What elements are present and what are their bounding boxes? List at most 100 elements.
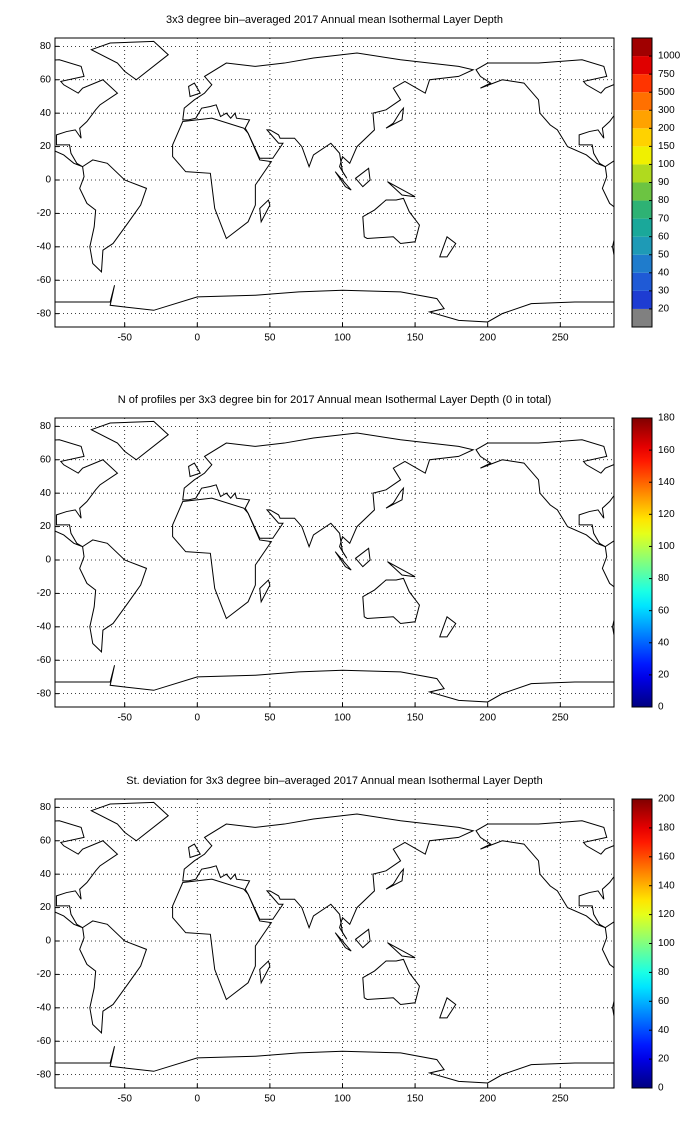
x-tick-label: 200 <box>479 713 496 724</box>
colorbar-segment <box>632 74 652 93</box>
y-tick-label: 60 <box>40 454 52 465</box>
axes-frame <box>54 798 615 1089</box>
y-tick-label: -40 <box>37 241 52 252</box>
colorbar: 20 30 40 50 60 70 80 90 100 150 200 300 500 750 1000 <box>631 37 681 328</box>
y-tick-label: -60 <box>37 655 52 666</box>
colorbar-tick-label: 60 <box>658 231 670 242</box>
map-panel: St. deviation for 3x3 degree bin–average… <box>37 775 676 1105</box>
colorbar-tick-label: 140 <box>658 880 675 891</box>
colorbar-tick-label: 20 <box>658 304 670 315</box>
y-tick-label: 0 <box>45 555 51 566</box>
colorbar-tick-label: 100 <box>658 938 675 949</box>
colorbar-tick-label: 40 <box>658 1025 670 1036</box>
colorbar-segment <box>632 146 652 165</box>
colorbar-segment <box>632 290 652 309</box>
x-tick-label: 150 <box>407 1094 424 1105</box>
x-tick-label: 100 <box>334 333 351 344</box>
x-tick-label: 0 <box>195 1094 201 1105</box>
colorbar-segment <box>632 254 652 273</box>
colorbar-tick-label: 60 <box>658 996 670 1007</box>
coastline <box>55 801 170 1034</box>
colorbar-segment <box>632 308 652 327</box>
colorbar-tick-label: 150 <box>658 141 675 152</box>
y-tick-label: 20 <box>40 521 52 532</box>
colorbar-segment <box>632 218 652 237</box>
colorbar-tick-label: 60 <box>658 605 670 616</box>
x-tick-label: 0 <box>195 713 201 724</box>
y-tick-label: 80 <box>40 421 52 432</box>
colorbar-tick-label: 0 <box>658 1083 664 1094</box>
map-panel: 3x3 degree bin–averaged 2017 Annual mean… <box>37 14 681 344</box>
coastline <box>55 420 170 653</box>
colorbar-tick-label: 50 <box>658 249 670 260</box>
y-tick-label: -80 <box>37 308 52 319</box>
panel-title: N of profiles per 3x3 degree bin for 201… <box>118 394 552 406</box>
y-tick-label: -20 <box>37 208 52 219</box>
y-tick-label: -60 <box>37 1036 52 1047</box>
colorbar-tick-label: 500 <box>658 87 675 98</box>
x-tick-label: 50 <box>264 1094 276 1105</box>
axes-frame <box>54 417 615 708</box>
x-tick-label: 100 <box>334 1094 351 1105</box>
x-tick-label: 250 <box>552 713 569 724</box>
x-tick-label: 200 <box>479 1094 496 1105</box>
colorbar-tick-label: 750 <box>658 69 675 80</box>
colorbar-tick-label: 100 <box>658 159 675 170</box>
colorbar-segment <box>632 110 652 129</box>
y-tick-label: -80 <box>37 688 52 699</box>
colorbar-segment <box>632 38 652 57</box>
x-tick-label: -50 <box>117 713 132 724</box>
colorbar-segment <box>632 272 652 291</box>
colorbar-tick-label: 90 <box>658 177 670 188</box>
y-tick-label: 0 <box>45 936 51 947</box>
y-tick-label: 80 <box>40 41 52 52</box>
colorbar-tick-label: 120 <box>658 909 675 920</box>
y-tick-label: 40 <box>40 488 52 499</box>
y-tick-label: -20 <box>37 969 52 980</box>
colorbar-frame <box>631 417 653 708</box>
colorbar-tick-label: 120 <box>658 509 675 520</box>
colorbar-tick-label: 160 <box>658 445 675 456</box>
colorbar-tick-label: 80 <box>658 967 670 978</box>
x-tick-label: 200 <box>479 333 496 344</box>
colorbar-tick-label: 40 <box>658 267 670 278</box>
x-tick-label: 100 <box>334 713 351 724</box>
y-tick-label: 60 <box>40 74 52 85</box>
panel-title: 3x3 degree bin–averaged 2017 Annual mean… <box>166 14 503 26</box>
colorbar-tick-label: 180 <box>658 823 675 834</box>
colorbar-segment <box>632 56 652 75</box>
x-tick-label: -50 <box>117 1094 132 1105</box>
colorbar-tick-label: 20 <box>658 670 670 681</box>
colorbar: 0 20 40 60 80 100 120 140 160 180 200 <box>631 794 675 1094</box>
x-tick-label: -50 <box>117 333 132 344</box>
coastline <box>55 40 170 273</box>
colorbar-segment <box>632 164 652 183</box>
y-tick-label: -80 <box>37 1069 52 1080</box>
colorbar-segment <box>632 200 652 219</box>
colorbar-tick-label: 80 <box>658 195 670 206</box>
colorbar-tick-label: 300 <box>658 105 675 116</box>
x-tick-label: 250 <box>552 333 569 344</box>
colorbar-gradient <box>632 799 652 1088</box>
colorbar-tick-label: 100 <box>658 541 675 552</box>
colorbar-segment <box>632 182 652 201</box>
colorbar-tick-label: 1000 <box>658 51 681 62</box>
colorbar-frame <box>631 798 653 1089</box>
x-tick-label: 150 <box>407 713 424 724</box>
coastline <box>475 420 614 653</box>
y-tick-label: -40 <box>37 1002 52 1013</box>
y-tick-label: 20 <box>40 902 52 913</box>
colorbar-tick-label: 140 <box>658 477 675 488</box>
colorbar-tick-label: 70 <box>658 213 670 224</box>
colorbar-tick-label: 0 <box>658 702 664 713</box>
panel-title: St. deviation for 3x3 degree bin–average… <box>126 775 542 787</box>
colorbar-tick-label: 180 <box>658 413 675 424</box>
colorbar-segment <box>632 92 652 111</box>
colorbar-tick-label: 200 <box>658 123 675 134</box>
y-tick-label: 40 <box>40 869 52 880</box>
colorbar-tick-label: 20 <box>658 1054 670 1065</box>
y-tick-label: -40 <box>37 621 52 632</box>
colorbar-segment <box>632 236 652 255</box>
y-tick-label: 40 <box>40 108 52 119</box>
